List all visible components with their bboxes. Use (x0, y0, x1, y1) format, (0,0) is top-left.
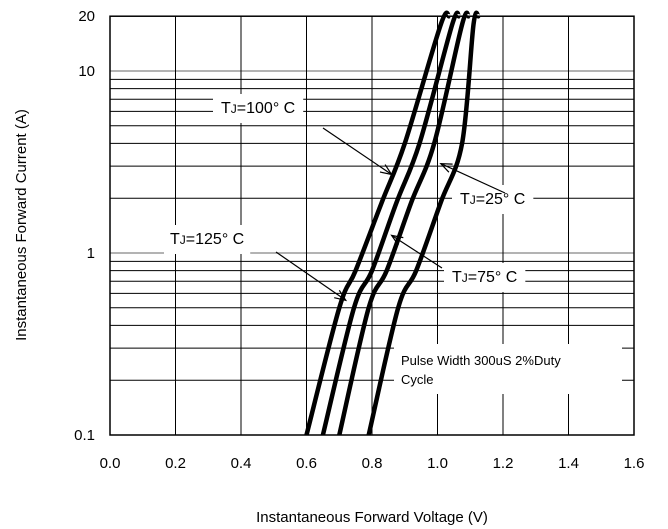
x-tick-label: 1.6 (624, 455, 645, 472)
annotation-box (444, 263, 526, 292)
annotation-arrows (275, 127, 506, 302)
x-axis-label: Instantaneous Forward Voltage (V) (256, 509, 488, 526)
x-tick-label: 1.0 (427, 455, 448, 472)
y-tick-label: 1 (87, 245, 95, 262)
series-curve (304, 10, 452, 436)
annotation-leader-line (275, 251, 347, 301)
annotation-arrowhead (379, 164, 393, 176)
y-tick-label: 0.1 (74, 427, 95, 444)
annotation-arrowhead (390, 234, 404, 246)
pulse-note-line-2: Cycle (401, 372, 434, 387)
annotation-tj-125: TJ=125° C (170, 231, 244, 248)
annotation-leader-line (322, 127, 392, 175)
pulse-note-line-1: Pulse Width 300uS 2%Duty (401, 353, 561, 368)
y-tick-labels: 0.1 1 10 20 (74, 8, 95, 444)
annotation-tj-25: TJ=25° C (460, 191, 525, 208)
x-tick-label: 1.4 (558, 455, 579, 472)
series-curve (366, 10, 481, 436)
annotation-arrowhead (334, 289, 348, 302)
label-boxes (164, 94, 622, 394)
annotation-leader-line (440, 163, 506, 194)
x-tick-label: 0.2 (165, 455, 186, 472)
annotation-box (164, 225, 251, 254)
x-tick-label: 0.4 (231, 455, 252, 472)
annotation-tj-75: TJ=75° C (452, 269, 517, 286)
series-curve (320, 10, 462, 436)
plot-frame (109, 15, 635, 436)
note-box (394, 344, 622, 394)
annotation-box (213, 94, 304, 123)
series-curves (304, 10, 481, 436)
x-tick-labels: 0.0 0.2 0.4 0.6 0.8 1.0 1.2 1.4 1.6 (100, 455, 645, 472)
y-tick-label: 10 (78, 63, 95, 80)
annotation-tj-100: TJ=100° C (221, 100, 295, 117)
x-tick-label: 0.6 (296, 455, 317, 472)
y-axis-label: Instantaneous Forward Current (A) (13, 109, 30, 341)
y-tick-label: 20 (78, 8, 95, 25)
annotation-arrowhead (439, 162, 453, 173)
annotation-box (452, 185, 534, 214)
x-tick-label: 0.0 (100, 455, 121, 472)
annotation-leader-line (391, 234, 443, 269)
x-tick-label: 0.8 (362, 455, 383, 472)
series-curve (337, 10, 471, 436)
x-tick-label: 1.2 (493, 455, 514, 472)
